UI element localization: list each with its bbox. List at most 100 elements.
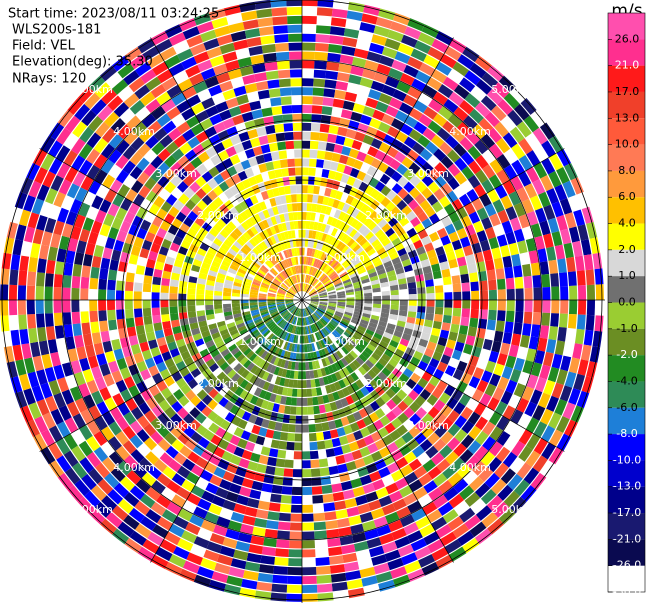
radar-cell <box>371 336 381 344</box>
radar-cell <box>164 24 183 38</box>
radar-cell <box>225 491 239 503</box>
radar-cell <box>196 163 208 176</box>
range-label: 3.00km <box>155 167 197 180</box>
radar-cell <box>351 382 360 392</box>
radar-cell <box>299 335 302 344</box>
radar-cell <box>422 84 438 99</box>
radar-cell <box>397 43 414 56</box>
radar-cell <box>530 472 547 490</box>
radar-cell <box>269 334 276 343</box>
radar-cell <box>352 532 367 543</box>
radar-cell <box>193 536 210 549</box>
radar-cell <box>302 247 305 256</box>
radar-cell <box>487 127 502 143</box>
radar-cell <box>228 68 242 80</box>
radar-cell <box>145 135 159 149</box>
radar-cell <box>440 155 454 169</box>
radar-cell <box>564 371 577 388</box>
radar-cell <box>236 353 246 363</box>
radar-cell <box>191 327 201 336</box>
radar-cell <box>294 317 298 325</box>
radar-cell <box>290 287 297 294</box>
radar-cell <box>357 466 369 477</box>
radar-cell <box>574 255 585 272</box>
radar-cell <box>316 583 333 593</box>
radar-cell <box>429 375 440 387</box>
radar-cell <box>239 234 249 244</box>
radar-cell <box>147 120 162 135</box>
radar-cell <box>136 207 148 220</box>
radar-cell <box>385 410 397 422</box>
radar-cell <box>246 228 255 238</box>
radar-cell <box>421 187 433 199</box>
radar-cell <box>350 523 364 535</box>
radar-cell <box>302 406 308 415</box>
radar-cell <box>510 368 522 383</box>
radar-cell <box>329 401 338 411</box>
radar-cell <box>485 360 496 374</box>
radar-cell <box>426 341 437 351</box>
radar-cell <box>252 63 266 74</box>
radar-cell <box>277 367 284 377</box>
radar-cell <box>315 322 321 330</box>
radar-cell <box>90 484 107 501</box>
radar-cell <box>195 400 207 412</box>
radar-cell <box>488 309 497 321</box>
radar-cell <box>241 478 254 489</box>
radar-cell <box>439 392 451 405</box>
radar-cell <box>314 269 320 277</box>
radar-cell <box>287 230 293 239</box>
radar-cell <box>491 247 502 260</box>
radar-cell <box>186 552 203 566</box>
radar-cell <box>423 480 438 494</box>
radar-cell <box>556 416 570 433</box>
radar-cell <box>250 535 265 546</box>
radar-cell <box>350 111 363 122</box>
radar-cell <box>329 383 337 393</box>
radar-cell <box>408 305 417 312</box>
radar-cell <box>111 217 123 230</box>
radar-cell <box>99 387 112 401</box>
radar-cell <box>255 273 264 280</box>
radar-cell <box>258 26 275 36</box>
radar-cell <box>205 358 216 368</box>
radar-cell <box>79 457 95 474</box>
radar-cell <box>67 98 84 115</box>
radar-cell <box>231 303 240 308</box>
radar-cell <box>292 316 297 325</box>
radar-cell <box>444 203 456 216</box>
radar-cell <box>595 284 604 300</box>
radar-cell <box>258 303 267 307</box>
radar-cell <box>302 42 316 51</box>
radar-cell <box>297 211 302 220</box>
radar-cell <box>156 336 167 347</box>
radar-cell <box>437 227 448 239</box>
radar-cell <box>378 357 388 367</box>
radar-cell <box>148 384 160 397</box>
radar-cell <box>333 280 342 286</box>
radar-cell <box>254 416 264 427</box>
radar-cell <box>296 274 300 283</box>
radar-cell <box>289 288 296 294</box>
radar-cell <box>495 446 511 462</box>
radar-cell <box>414 155 427 168</box>
radar-cell <box>260 309 269 314</box>
radar-cell <box>85 242 96 256</box>
radar-cell <box>285 294 294 298</box>
radar-cell <box>333 239 341 248</box>
radar-cell <box>26 162 40 181</box>
radar-cell <box>421 174 434 187</box>
radar-cell <box>421 235 432 246</box>
radar-cell <box>278 288 287 293</box>
radar-cell <box>222 89 236 101</box>
radar-cell <box>469 476 484 492</box>
radar-cell <box>433 494 448 509</box>
radar-cell <box>428 168 441 181</box>
radar-cell <box>381 256 391 264</box>
radar-cell <box>148 203 160 216</box>
radar-cell <box>271 484 283 494</box>
radar-cell <box>9 269 19 286</box>
radar-cell <box>332 98 345 109</box>
radar-cell <box>302 549 316 558</box>
radar-cell <box>338 211 346 221</box>
